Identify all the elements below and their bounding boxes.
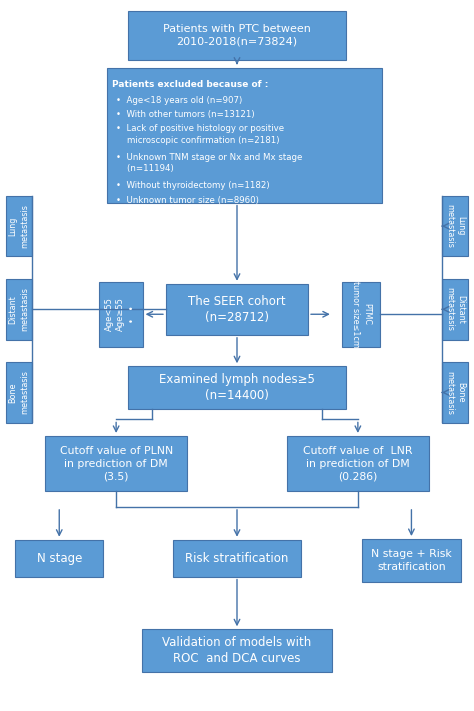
- Text: Distant
metastasis: Distant metastasis: [9, 287, 29, 331]
- Text: •  Unknown positive lymph nodes (n=3442): • Unknown positive lymph nodes (n=3442): [116, 224, 306, 233]
- Text: •  With other tumors (n=13121): • With other tumors (n=13121): [116, 110, 255, 119]
- Text: •  Age<18 years old (n=907): • Age<18 years old (n=907): [116, 96, 242, 105]
- FancyBboxPatch shape: [6, 279, 32, 340]
- FancyBboxPatch shape: [6, 362, 32, 422]
- FancyBboxPatch shape: [142, 629, 332, 672]
- FancyBboxPatch shape: [128, 366, 346, 409]
- Text: N stage: N stage: [36, 552, 82, 565]
- Text: Cutoff value of PLNN
in prediction of DM
(3.5): Cutoff value of PLNN in prediction of DM…: [60, 446, 173, 481]
- Text: Validation of models with
ROC  and DCA curves: Validation of models with ROC and DCA cu…: [163, 636, 311, 665]
- FancyBboxPatch shape: [442, 196, 468, 256]
- Text: N stage + Risk
stratification: N stage + Risk stratification: [371, 549, 452, 572]
- Text: The SEER cohort
(n=28712): The SEER cohort (n=28712): [188, 294, 286, 324]
- Text: •  Unknown tumor size (n=8960): • Unknown tumor size (n=8960): [116, 196, 259, 205]
- Text: Patients with PTC between
2010-2018(n=73824): Patients with PTC between 2010-2018(n=73…: [163, 24, 311, 47]
- FancyBboxPatch shape: [362, 539, 461, 582]
- Text: Distant
metastasis: Distant metastasis: [445, 287, 465, 331]
- Text: Risk stratification: Risk stratification: [185, 552, 289, 565]
- FancyBboxPatch shape: [342, 282, 380, 347]
- Text: Examined lymph nodes≥5
(n=14400): Examined lymph nodes≥5 (n=14400): [159, 373, 315, 402]
- FancyBboxPatch shape: [173, 540, 301, 577]
- FancyBboxPatch shape: [442, 279, 468, 340]
- Text: •  Unknown TNM stage or Nx and Mx stage
    (n=11194): • Unknown TNM stage or Nx and Mx stage (…: [116, 153, 302, 173]
- Text: •  Lack of positive histology or positive
    microscopic confirmation (n=2181): • Lack of positive histology or positive…: [116, 124, 284, 144]
- FancyBboxPatch shape: [99, 282, 143, 347]
- FancyBboxPatch shape: [15, 540, 103, 577]
- FancyBboxPatch shape: [45, 436, 187, 491]
- FancyBboxPatch shape: [166, 284, 308, 335]
- Text: Bone
metastasis: Bone metastasis: [9, 370, 29, 415]
- Text: PTMC
(tumor size≤1cm): PTMC (tumor size≤1cm): [351, 278, 372, 351]
- Text: Patients excluded because of :: Patients excluded because of :: [112, 80, 269, 90]
- FancyBboxPatch shape: [442, 362, 468, 422]
- Text: Cutoff value of  LNR
in prediction of DM
(0.286): Cutoff value of LNR in prediction of DM …: [303, 446, 413, 481]
- FancyBboxPatch shape: [107, 68, 382, 203]
- Text: Age<55
Age≥55
•   •: Age<55 Age≥55 • •: [105, 297, 137, 331]
- Text: Lung
metastasis: Lung metastasis: [9, 204, 29, 248]
- Text: Bone
metastasis: Bone metastasis: [445, 370, 465, 415]
- Text: Lung
metastasis: Lung metastasis: [445, 204, 465, 248]
- Text: •  Unknown examined lymph nodes (n=4125): • Unknown examined lymph nodes (n=4125): [116, 210, 315, 219]
- FancyBboxPatch shape: [287, 436, 429, 491]
- FancyBboxPatch shape: [6, 196, 32, 256]
- FancyBboxPatch shape: [128, 11, 346, 60]
- Text: •  Without thyroidectomy (n=1182): • Without thyroidectomy (n=1182): [116, 181, 270, 191]
